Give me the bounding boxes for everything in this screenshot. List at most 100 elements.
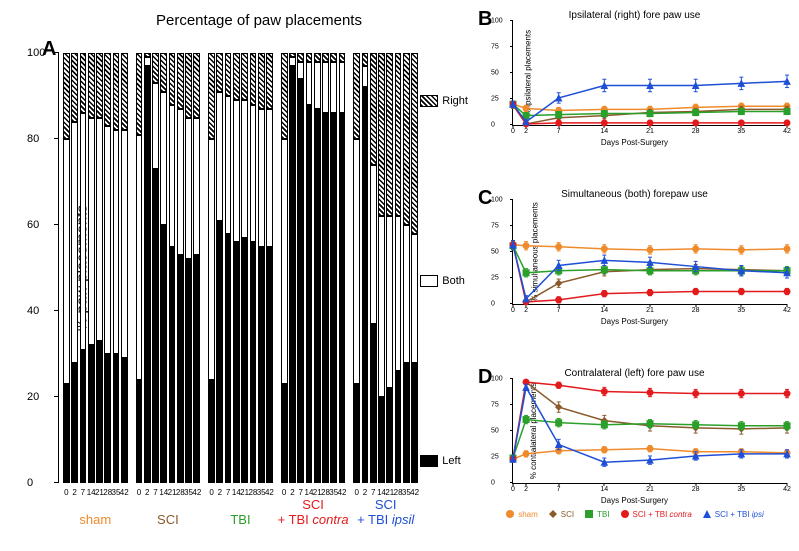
bar-column: 35 (403, 53, 410, 483)
x-tick: 7 (226, 488, 230, 497)
bar-column: 0 (208, 53, 215, 483)
y-tick: 40 (27, 305, 39, 317)
y-tick: 50 (491, 428, 499, 435)
panels-bcd-legend: shamSCITBISCI + TBI contraSCI + TBI ipsi (478, 509, 791, 519)
y-tick: 0 (491, 122, 495, 129)
x-tick: 7 (371, 488, 375, 497)
x-tick: 2 (218, 488, 222, 497)
x-tick: 28 (692, 128, 700, 135)
panel-c-title: Simultaneous (both) forepaw use (478, 189, 791, 200)
x-tick: 35 (737, 307, 745, 314)
bar-column: 28 (177, 53, 184, 483)
bar-column: 28 (250, 53, 257, 483)
y-tick: 100 (491, 197, 503, 204)
y-tick: 100 (27, 47, 45, 59)
x-tick: 21 (646, 486, 654, 493)
panel-a-title: Percentage of paw placements (48, 12, 470, 29)
legend-item: sham (505, 509, 538, 519)
x-tick: 42 (265, 488, 274, 497)
bar-group-TBI: 0271421283542TBI (204, 53, 277, 483)
panel-b: B Ipsilateral (right) fore paw use % ips… (478, 8, 791, 185)
bar-column: 21 (169, 53, 176, 483)
bar-column: 28 (104, 53, 111, 483)
bar-column: 7 (297, 53, 304, 483)
bar-column: 42 (411, 53, 418, 483)
x-tick: 14 (600, 486, 608, 493)
x-tick: 7 (557, 307, 561, 314)
legend-item: SCI (548, 509, 574, 519)
bar-column: 21 (96, 53, 103, 483)
bar-column: 2 (71, 53, 78, 483)
x-tick: 14 (600, 307, 608, 314)
bar-column: 21 (386, 53, 393, 483)
x-tick: 0 (64, 488, 68, 497)
figure-container: A Percentage of paw placements % paw pla… (8, 8, 791, 543)
legend-item: SCI + TBI contra (620, 509, 692, 519)
y-tick: 100 (491, 376, 503, 383)
x-tick: 2 (145, 488, 149, 497)
line-chart-b: % ipsilateral placements 025507510002714… (512, 21, 787, 126)
x-tick: 42 (192, 488, 201, 497)
x-tick: 0 (511, 128, 515, 135)
group-label: sham (79, 512, 111, 527)
x-tick: 0 (282, 488, 286, 497)
right-panels: B Ipsilateral (right) fore paw use % ips… (470, 8, 791, 543)
y-tick: 0 (27, 477, 33, 489)
bar-column: 2 (144, 53, 151, 483)
x-tick: 0 (511, 486, 515, 493)
y-tick: 75 (491, 223, 499, 230)
bar-column: 35 (258, 53, 265, 483)
legend-item: Left (420, 455, 468, 467)
bar-column: 14 (378, 53, 385, 483)
x-tick: 7 (153, 488, 157, 497)
x-tick: 0 (355, 488, 359, 497)
bar-column: 7 (225, 53, 232, 483)
y-tick: 80 (27, 133, 39, 145)
bar-group-SCI: 0271421283542SCI (132, 53, 205, 483)
x-tick: 42 (410, 488, 419, 497)
x-tick: 2 (524, 307, 528, 314)
y-tick: 100 (491, 18, 503, 25)
y-tick: 75 (491, 402, 499, 409)
x-tick: 2 (524, 486, 528, 493)
bar-column: 2 (289, 53, 296, 483)
y-tick: 25 (491, 454, 499, 461)
legend-item: Both (420, 275, 468, 287)
bar-column: 0 (136, 53, 143, 483)
panel-d-x-label: Days Post-Surgery (478, 496, 791, 505)
panel-a-legend: Right Both Left (420, 77, 468, 507)
y-tick: 50 (491, 70, 499, 77)
bar-column: 42 (339, 53, 346, 483)
x-tick: 7 (557, 486, 561, 493)
bar-column: 42 (121, 53, 128, 483)
x-tick: 42 (783, 307, 791, 314)
bar-column: 14 (160, 53, 167, 483)
stacked-bar-chart: % paw placements RightBothLeft 020406080… (58, 53, 422, 483)
panel-b-title: Ipsilateral (right) fore paw use (478, 10, 791, 21)
panel-a: A Percentage of paw placements % paw pla… (8, 8, 470, 543)
panel-d: D Contralateral (left) fore paw use % co… (478, 366, 791, 543)
panel-b-x-label: Days Post-Surgery (478, 138, 791, 147)
x-tick: 7 (557, 128, 561, 135)
x-tick: 0 (511, 307, 515, 314)
x-tick: 21 (646, 128, 654, 135)
bar-column: 21 (314, 53, 321, 483)
group-label: TBI (230, 512, 250, 527)
bar-column: 28 (322, 53, 329, 483)
legend-item: SCI + TBI ipsi (702, 509, 764, 519)
legend-item: Right (420, 95, 468, 107)
bar-column: 42 (266, 53, 273, 483)
bar-column: 0 (281, 53, 288, 483)
y-tick: 75 (491, 44, 499, 51)
bar-column: 42 (193, 53, 200, 483)
y-tick: 0 (491, 480, 495, 487)
bar-column: 28 (395, 53, 402, 483)
bar-group-sham: 0271421283542sham (59, 53, 132, 483)
y-tick: 20 (27, 391, 39, 403)
bar-group-SCI+TBIcontra: 0271421283542SCI+ TBI contra (277, 53, 350, 483)
x-tick: 2 (72, 488, 76, 497)
bar-column: 7 (152, 53, 159, 483)
bar-column: 0 (353, 53, 360, 483)
y-tick: 25 (491, 96, 499, 103)
bar-group-SCI+TBIipsi: 0271421283542SCI+ TBI ipsil (349, 53, 422, 483)
